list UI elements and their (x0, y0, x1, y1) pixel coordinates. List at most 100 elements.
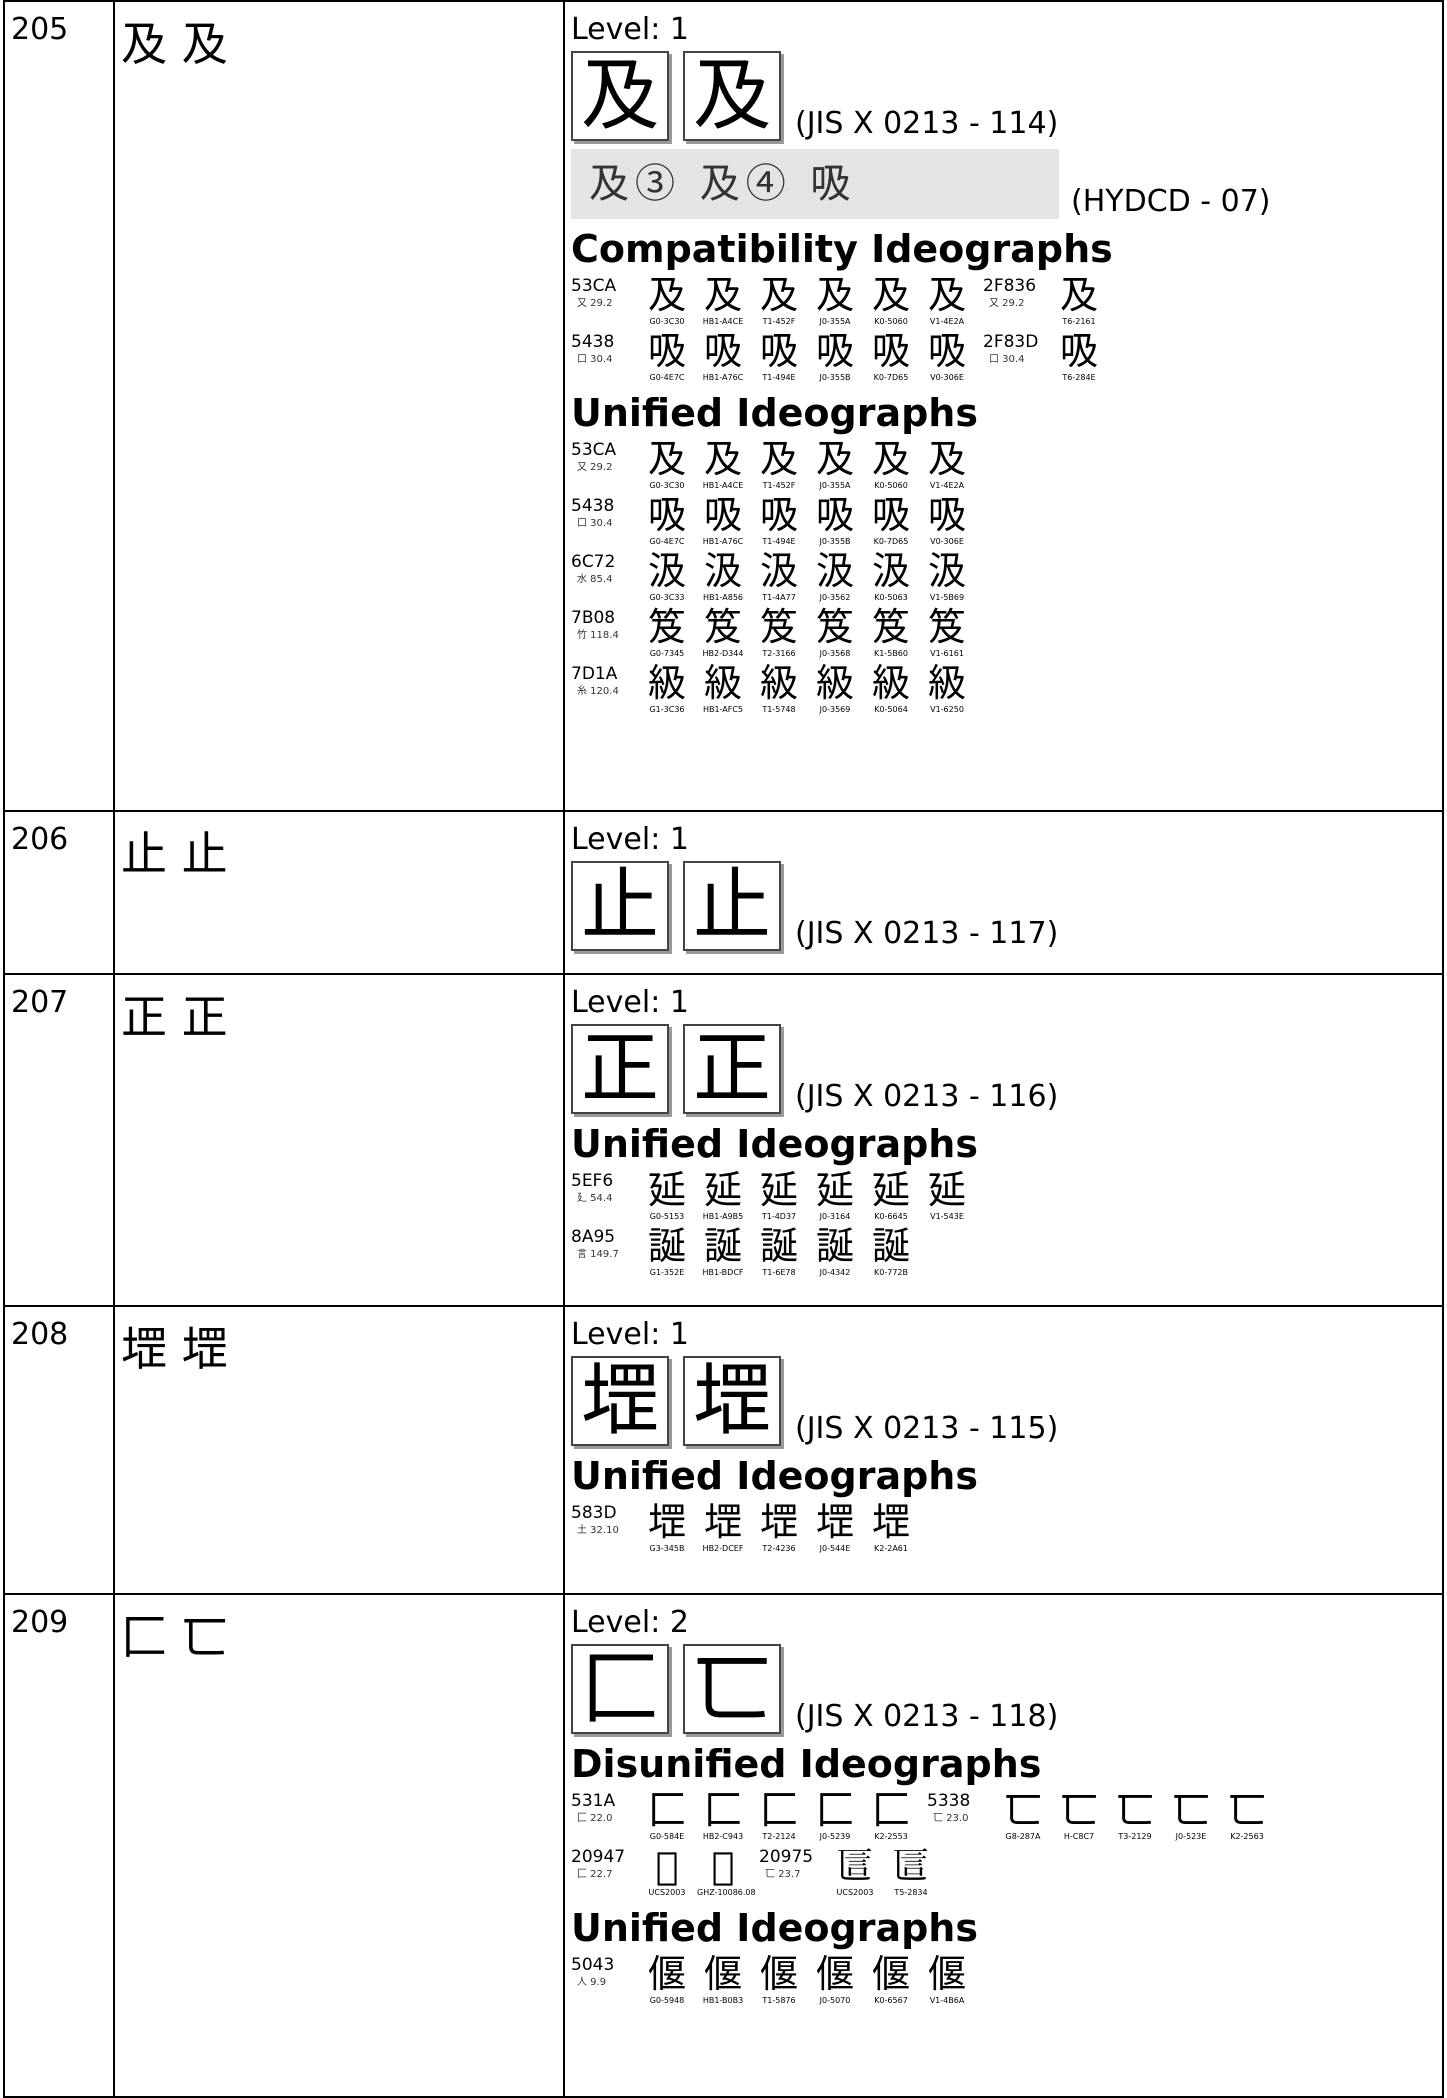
level: Level: 1 (571, 985, 689, 1020)
code-point: 6C72 (571, 552, 616, 572)
glyph-cell: 吸 J0-355B (809, 493, 861, 547)
glyph: 及 (815, 437, 854, 481)
glyph-cell: 吸 T1-494E (753, 493, 805, 547)
code-point: 53CA (571, 276, 617, 296)
glyph-source: J0-3164 (819, 1212, 851, 1221)
glyph: 匚 (759, 1788, 798, 1832)
glyph-group: 7D1A 糸 120.4 級 G1-3C36 級 HB1-AFC5 級 T1-5748 級 J0-… (571, 661, 973, 715)
code-point: 5438 (571, 332, 615, 352)
glyph: 𠥵 (835, 1844, 874, 1888)
glyph-cell: 匚 G0-584E (641, 1788, 693, 1842)
glyph: 匸 (1115, 1788, 1154, 1832)
glyph-source: K0-6645 (874, 1212, 908, 1221)
glyph-cell: 匸 H-C8C7 (1053, 1788, 1105, 1842)
glyph-group: 5338 匸 23.0 匸 G8-287A 匸 H-C8C7 匸 T3-2129 匸 J0-523… (927, 1788, 1273, 1842)
glyph-source: K0-7D65 (873, 373, 909, 382)
glyph-cell: 匚 K2-2553 (865, 1788, 917, 1842)
glyph-cell: 堽 G3-345B (641, 1500, 693, 1554)
glyph: 及 (703, 273, 742, 317)
glyph-group: 20947 匚 22.7 𠥇 UCS2003 𠥇 GHZ-10086.08 (571, 1844, 756, 1898)
glyph-source: J0-3562 (819, 593, 851, 602)
glyph-source: T1-452F (762, 481, 796, 490)
glyph-cell: 誕 G1-352E (641, 1224, 693, 1278)
glyph: 級 (927, 661, 966, 705)
radical-stroke: 糸 120.4 (577, 686, 619, 697)
glyph: 及 (647, 437, 686, 481)
glyph-source: J0-5070 (819, 1996, 851, 2005)
glyph-cell: 汲 J0-3562 (809, 549, 861, 603)
glyph: 級 (759, 661, 798, 705)
glyph: 吸 (815, 493, 854, 537)
glyph: 汲 (927, 549, 966, 593)
code-point: 20975 (759, 1847, 814, 1867)
code-block: 531A 匚 22.0 (571, 1788, 637, 1828)
glyph: 匸 (1171, 1788, 1210, 1832)
glyph-group: 583D 土 32.10 堽 G3-345B 堽 HB2-DCEF 堽 T2-4236 堽 J0-… (571, 1500, 917, 1554)
glyph-source: G0-3C30 (649, 481, 685, 490)
glyph-source: J0-3569 (819, 705, 851, 714)
code-point: 5338 (927, 1791, 971, 1811)
glyph-cell: 級 T1-5748 (753, 661, 805, 715)
glyph-cell: 笈 V1-6161 (921, 605, 973, 659)
glyph-source: T2-4236 (762, 1544, 796, 1553)
section-heading: Unified Ideographs (571, 391, 978, 435)
glyph: 及 (871, 273, 910, 317)
glyph-cell: 誕 J0-4342 (809, 1224, 861, 1278)
glyph: 及 (815, 273, 854, 317)
code-point: 20947 (571, 1847, 626, 1867)
radical-stroke: 人 9.9 (577, 1977, 607, 1988)
glyph-line: 5438 口 30.4 吸 G0-4E7C 吸 HB1-A76C 吸 T1-494E 吸 J0-3… (571, 493, 1436, 547)
glyph-cell: 及 G0-3C30 (641, 273, 693, 327)
glyph-cell: 吸 T1-494E (753, 329, 805, 383)
glyph: 及 (1059, 273, 1098, 317)
glyph-source: T2-2124 (762, 1832, 796, 1841)
glyph-source: J0-355B (819, 373, 851, 382)
glyph: 及 (647, 273, 686, 317)
glyph: 𠥇 (711, 1844, 735, 1888)
code-block: 8A95 言 149.7 (571, 1224, 637, 1264)
glyph-source: HB2-DCEF (702, 1544, 744, 1553)
radical-stroke: 又 29.2 (989, 298, 1025, 309)
radical-stroke: 匸 23.7 (765, 1869, 801, 1880)
jis-glyph-image: 及 (571, 51, 669, 141)
glyph-line: 5043 人 9.9 偃 G0-5948 偃 HB1-B0B3 偃 T1-5876 偃 J0-50… (571, 1952, 1436, 2006)
glyph-source: HB1-A76C (702, 537, 744, 546)
jis-label: (JIS X 0213 - 116) (795, 1079, 1059, 1114)
entry-row: 206 止 止 Level: 1 止止 (JIS X 0213 - 117) (3, 810, 1444, 975)
glyph-cell: 匸 T3-2129 (1109, 1788, 1161, 1842)
glyph-line: 53CA 又 29.2 及 G0-3C30 及 HB1-A4CE 及 T1-452F 及 J0-3… (571, 273, 1436, 327)
glyph: 偃 (871, 1952, 910, 1996)
glyph-group: 6C72 水 85.4 汲 G0-3C33 汲 HB1-A856 汲 T1-4A77 汲 J0-3… (571, 549, 973, 603)
code-point: 7D1A (571, 664, 618, 684)
glyph-source: J0-355B (819, 537, 851, 546)
glyph-cell: 𠥵 UCS2003 (829, 1844, 881, 1898)
code-block: 6C72 水 85.4 (571, 549, 637, 589)
code-point: 531A (571, 1791, 616, 1811)
glyph-group: 53CA 又 29.2 及 G0-3C30 及 HB1-A4CE 及 T1-452F 及 J0-3… (571, 437, 973, 491)
glyph-cell: 堽 HB2-DCEF (697, 1500, 749, 1554)
glyph-source: V1-4E2A (929, 481, 965, 490)
glyph: 偃 (815, 1952, 854, 1996)
glyph-source: J0-5239 (819, 1832, 851, 1841)
glyph: 偃 (647, 1952, 686, 1996)
glyph-cell: 誕 HB1-BDCF (697, 1224, 749, 1278)
glyph: 延 (703, 1168, 742, 1212)
entry-row: 208 堽 堽 Level: 1 堽堽 (JIS X 0213 - 115) Unifie… (3, 1305, 1444, 1595)
glyph-group: 531A 匚 22.0 匚 G0-584E 匚 HB2-C943 匚 T2-2124 匚 J0-5… (571, 1788, 917, 1842)
glyph: 延 (815, 1168, 854, 1212)
glyph-group: 8A95 言 149.7 誕 G1-352E 誕 HB1-BDCF 誕 T1-6E78 誕 J0-… (571, 1224, 917, 1278)
code-block: 7D1A 糸 120.4 (571, 661, 637, 701)
glyph-cell: 笈 HB2-D344 (697, 605, 749, 659)
glyph-cell: 誕 K0-772B (865, 1224, 917, 1278)
glyph-source: K0-5060 (874, 317, 908, 326)
glyph-cell: 匸 G8-287A (997, 1788, 1049, 1842)
glyph: 誕 (871, 1224, 910, 1268)
glyph: 匚 (815, 1788, 854, 1832)
glyph-cell: 偃 V1-4B6A (921, 1952, 973, 2006)
glyph-cell: 堽 J0-544E (809, 1500, 861, 1554)
entry-info: Level: 1 止止 (JIS X 0213 - 117) (563, 810, 1444, 975)
glyph-source: T1-5876 (762, 1996, 796, 2005)
glyph-cell: 誕 T1-6E78 (753, 1224, 805, 1278)
jis-glyph-image: 正 (571, 1024, 669, 1114)
glyph-source: J0-4342 (819, 1268, 851, 1277)
